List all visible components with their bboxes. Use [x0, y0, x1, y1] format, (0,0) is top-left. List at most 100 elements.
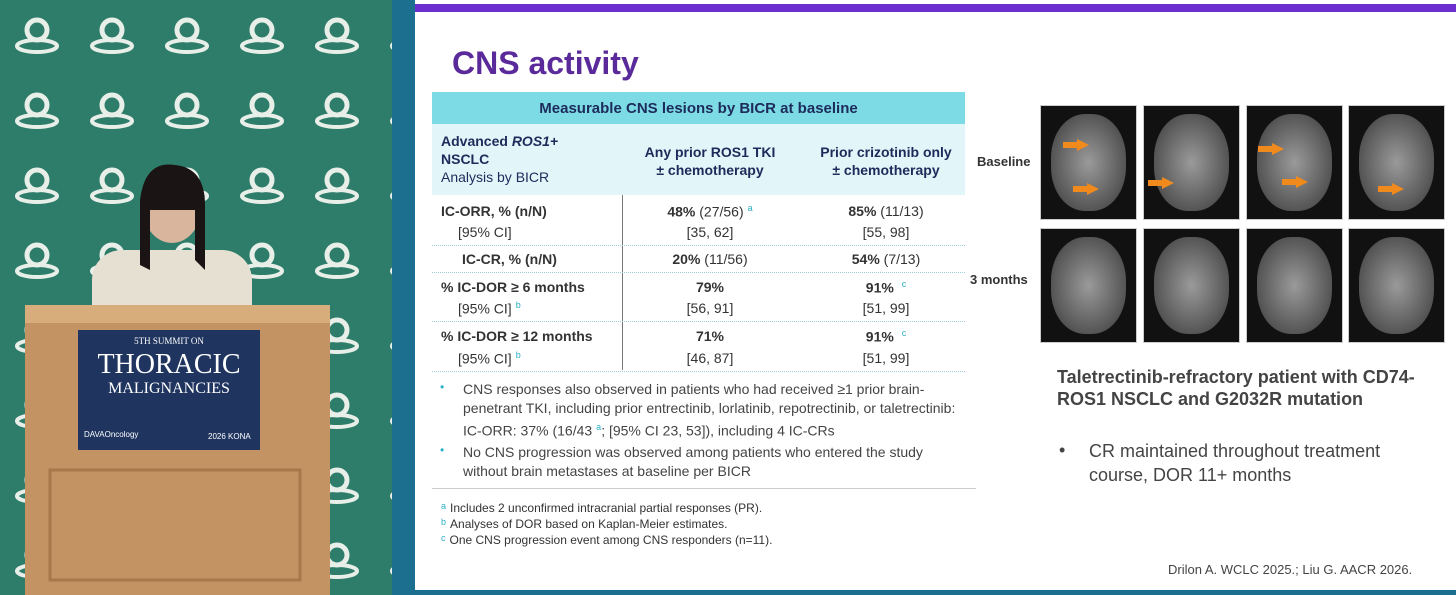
text: [55, 98]: [862, 224, 910, 240]
column-header: Prior crizotinib only ± chemotherapy: [798, 143, 974, 179]
row-label: IC-ORR, % (n/N): [441, 203, 547, 219]
mri-scan: [1246, 105, 1343, 220]
text: 54%: [851, 251, 880, 267]
bullet-dot: •: [440, 443, 445, 457]
text: b: [515, 300, 521, 310]
text: (11/56): [704, 251, 748, 267]
sign-line: 5TH SUMMIT ON: [134, 336, 204, 346]
text: Any prior ROS1 TKI: [644, 144, 776, 160]
text: Includes 2 unconfirmed intracranial part…: [450, 501, 763, 515]
text: ± chemotherapy: [656, 162, 764, 178]
ci-label: [95% CI] b: [458, 300, 521, 317]
text: [95% CI]: [458, 300, 512, 317]
text: ± chemotherapy: [832, 162, 940, 178]
ci-label: [95% CI]: [458, 224, 512, 240]
cell-ci: [46, 87]: [622, 350, 798, 366]
sign-title: THORACIC: [97, 349, 241, 380]
sign-event: 2026 KONA: [208, 432, 251, 441]
text: IC-ORR, % (n/N): [441, 203, 547, 219]
cell: 91% c: [798, 328, 974, 345]
text: IC-CR, % (n/N): [462, 251, 557, 267]
text: 79%: [695, 279, 725, 295]
citation: Drilon A. WCLC 2025.; Liu G. AACR 2026.: [1168, 562, 1413, 577]
arrow: [1073, 183, 1099, 195]
text: No CNS progression was observed among pa…: [463, 444, 923, 479]
column-header: Advanced ROS1+ NSCLC Analysis by BICR: [441, 132, 558, 186]
text: [35, 62]: [686, 224, 734, 240]
cell-ci: [55, 98]: [798, 224, 974, 240]
text: 85%: [848, 203, 877, 219]
text: (7/13): [883, 251, 921, 267]
text: c: [901, 328, 907, 338]
cell-ci: [56, 91]: [622, 300, 798, 316]
text: a: [596, 422, 602, 432]
text: a: [747, 203, 753, 213]
row-divider: [432, 371, 965, 372]
text: c: [901, 279, 907, 289]
row-divider: [432, 321, 965, 322]
text: [46, 87]: [686, 350, 734, 366]
cell: 54% (7/13): [798, 251, 974, 267]
arrow: [1378, 183, 1404, 195]
text: 91%: [865, 279, 894, 296]
cell-ci: [51, 99]: [798, 300, 974, 316]
mri-scan: [1040, 228, 1137, 343]
text: (27/56): [699, 203, 744, 220]
text: Analyses of DOR based on Kaplan-Meier es…: [450, 517, 728, 531]
text: b: [441, 517, 447, 527]
column-divider: [622, 195, 623, 370]
text: a: [441, 501, 447, 511]
text: Analysis by BICR: [441, 169, 550, 185]
bullet-dot: •: [440, 380, 445, 394]
row-divider: [432, 272, 965, 273]
text: [95% CI]: [458, 350, 512, 367]
row-divider: [432, 245, 965, 246]
text: c: [441, 533, 446, 543]
ci-label: [95% CI] b: [458, 350, 521, 367]
row-label: IC-CR, % (n/N): [462, 251, 557, 267]
bullet: No CNS progression was observed among pa…: [463, 443, 968, 481]
row-label: % IC-DOR ≥ 6 months: [441, 279, 585, 295]
text: % IC-DOR ≥ 6 months: [441, 279, 585, 295]
text: [95% CI]: [458, 224, 512, 240]
mri-scan: [1040, 105, 1137, 220]
bullet-dot: •: [1059, 440, 1066, 460]
text: ROS1+: [511, 133, 559, 149]
text: 48%: [667, 203, 696, 220]
text: Advanced: [441, 133, 508, 149]
table-caption-bg: [432, 92, 965, 124]
cell: 71%: [622, 328, 798, 344]
text: [56, 91]: [686, 300, 734, 316]
sign-subtitle: MALIGNANCIES: [108, 380, 230, 397]
cell-ci: [35, 62]: [622, 224, 798, 240]
top-bar: [415, 4, 1456, 12]
footnote: b Analyses of DOR based on Kaplan-Meier e…: [441, 517, 727, 531]
text: b: [515, 350, 521, 360]
case-heading: Taletrectinib-refractory patient with CD…: [1057, 367, 1415, 409]
text: One CNS progression event among CNS resp…: [449, 533, 773, 547]
arrow: [1063, 139, 1089, 151]
timepoint-label: Baseline: [977, 154, 1031, 169]
footnote: c One CNS progression event among CNS res…: [441, 533, 772, 547]
text: [51, 99]: [862, 350, 910, 366]
text: 71%: [695, 328, 725, 344]
text: 20%: [672, 251, 701, 267]
text: NSCLC: [441, 151, 490, 167]
cell: 79%: [622, 279, 798, 295]
mri-scan: [1143, 105, 1240, 220]
cell: 91% c: [798, 279, 974, 296]
bullet: CNS responses also observed in patients …: [463, 380, 968, 441]
timepoint-label: 3 months: [970, 272, 1028, 287]
footnote: a Includes 2 unconfirmed intracranial par…: [441, 501, 762, 515]
text: CNS responses also observed in patients …: [463, 381, 956, 439]
arrow: [1282, 176, 1308, 188]
stage-video: [0, 0, 392, 595]
mri-scan: [1348, 105, 1445, 220]
mri-scan: [1143, 228, 1240, 343]
row-label: % IC-DOR ≥ 12 months: [441, 328, 593, 344]
cell: 20% (11/56): [622, 251, 798, 267]
cell-ci: [51, 99]: [798, 350, 974, 366]
text: % IC-DOR ≥ 12 months: [441, 328, 593, 344]
mri-scan: [1348, 228, 1445, 343]
